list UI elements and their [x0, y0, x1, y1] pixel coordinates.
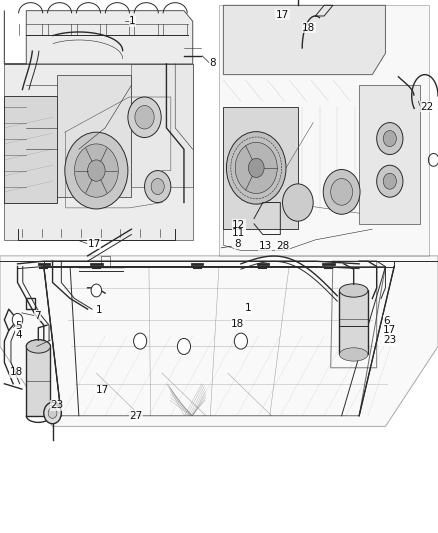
Text: 13: 13 [258, 241, 272, 251]
Circle shape [331, 179, 353, 205]
Polygon shape [219, 5, 429, 256]
Circle shape [65, 132, 128, 209]
Text: 4: 4 [15, 330, 22, 340]
Text: 18: 18 [10, 367, 23, 377]
Text: 23: 23 [383, 335, 396, 345]
Circle shape [377, 165, 403, 197]
Circle shape [383, 173, 396, 189]
Polygon shape [359, 85, 420, 224]
Circle shape [377, 123, 403, 155]
Circle shape [91, 284, 102, 297]
Text: 23: 23 [50, 400, 64, 410]
Text: 18: 18 [302, 23, 315, 33]
Text: 18: 18 [231, 319, 244, 329]
Text: 17: 17 [95, 385, 109, 395]
Text: 8: 8 [209, 58, 216, 68]
Circle shape [44, 402, 61, 424]
Text: 22: 22 [420, 102, 434, 111]
Circle shape [323, 169, 360, 214]
Text: 6: 6 [383, 316, 390, 326]
Text: 1: 1 [244, 303, 251, 313]
Circle shape [135, 106, 154, 129]
Text: 11: 11 [232, 229, 245, 238]
Circle shape [88, 160, 105, 181]
Text: 17: 17 [276, 10, 289, 20]
Circle shape [177, 338, 191, 354]
Ellipse shape [339, 284, 368, 297]
Circle shape [74, 144, 118, 197]
Circle shape [145, 171, 171, 203]
Polygon shape [223, 107, 298, 229]
Circle shape [283, 184, 313, 221]
Polygon shape [4, 64, 193, 240]
Circle shape [48, 408, 57, 418]
Polygon shape [0, 256, 438, 426]
Text: 28: 28 [276, 241, 289, 251]
Polygon shape [57, 75, 131, 197]
Polygon shape [131, 64, 193, 187]
Polygon shape [4, 96, 57, 203]
Circle shape [12, 313, 23, 326]
Circle shape [248, 158, 264, 177]
Bar [26, 346, 50, 416]
Text: 12: 12 [232, 220, 245, 230]
Polygon shape [4, 11, 193, 64]
Ellipse shape [339, 348, 368, 361]
Bar [339, 290, 368, 354]
Circle shape [234, 333, 247, 349]
Circle shape [134, 333, 147, 349]
Text: 8: 8 [234, 239, 241, 248]
Circle shape [128, 97, 161, 138]
Ellipse shape [26, 340, 50, 353]
Text: 1: 1 [129, 17, 136, 26]
Text: 7: 7 [34, 311, 41, 320]
Polygon shape [223, 5, 385, 75]
Text: 27: 27 [129, 411, 142, 421]
Text: 17: 17 [88, 239, 101, 248]
Circle shape [383, 131, 396, 147]
Text: 5: 5 [15, 321, 22, 331]
Circle shape [235, 142, 277, 193]
Text: 17: 17 [383, 326, 396, 335]
Circle shape [226, 132, 286, 204]
Text: 1: 1 [95, 305, 102, 315]
Circle shape [151, 179, 164, 195]
